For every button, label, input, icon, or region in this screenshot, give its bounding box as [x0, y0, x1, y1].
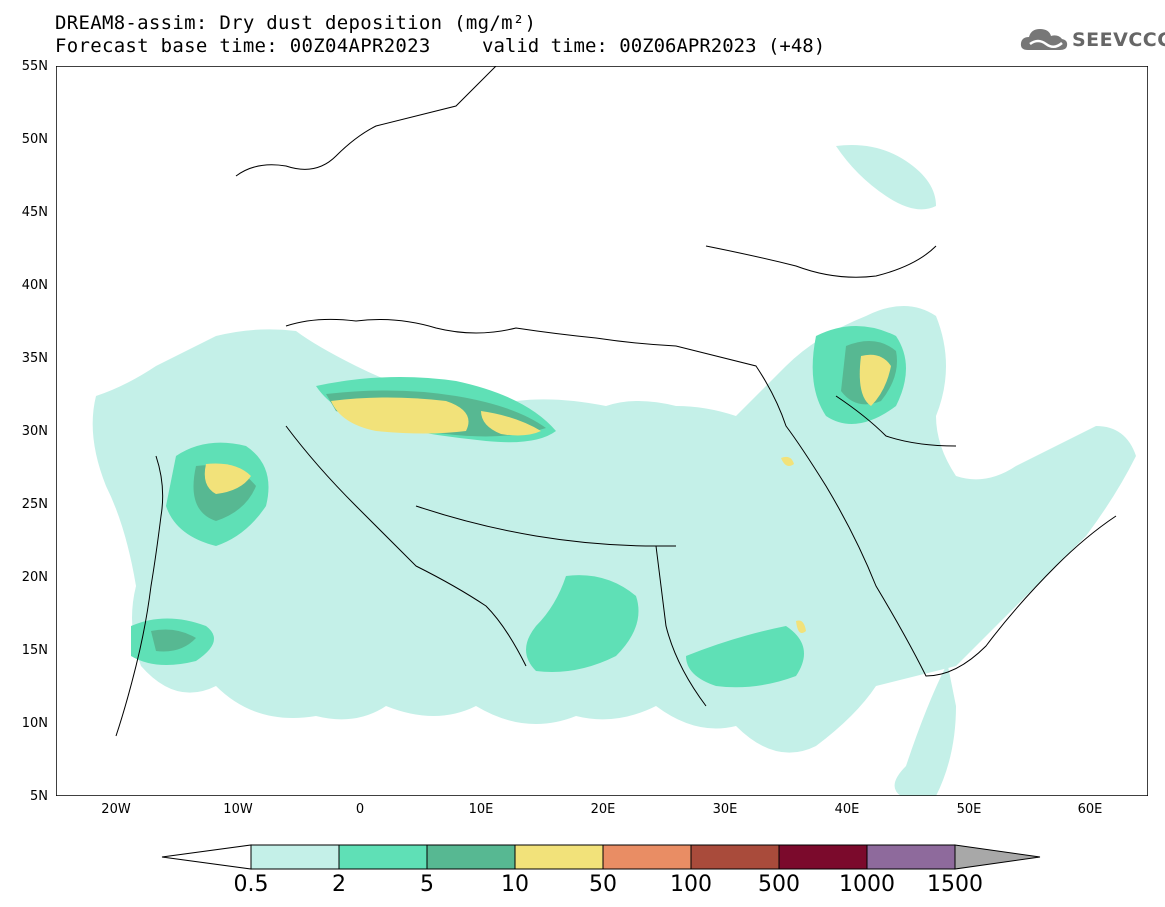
seevccc-logo: SEEVCCC [1018, 24, 1165, 58]
colorbar-low-arrow [161, 844, 252, 870]
colorbar-bin [602, 844, 692, 870]
colorbar-bin [690, 844, 780, 870]
lat-tick-label: 40N [21, 278, 48, 293]
lon-tick-label: 50E [956, 802, 982, 817]
map-title: DREAM8-assim: Dry dust deposition (mg/m²… [55, 12, 537, 34]
colorbar-label: 1500 [927, 872, 983, 897]
colorbar-label: 1000 [839, 872, 895, 897]
forecast-base-time: Forecast base time: 00Z04APR2023 [55, 35, 431, 57]
colorbar-bin [338, 844, 428, 870]
lat-tick-label: 10N [21, 716, 48, 731]
dust-fields [92, 145, 1137, 796]
colorbar-label: 10 [501, 872, 529, 897]
lon-tick-label: 10E [468, 802, 494, 817]
lat-tick-label: 15N [21, 643, 48, 658]
colorbar-bin [426, 844, 516, 870]
colorbar-label: 500 [758, 872, 800, 897]
lat-tick-label: 35N [21, 351, 48, 366]
lat-tick-label: 50N [21, 132, 48, 147]
colorbar-high-arrow [954, 844, 1041, 870]
lon-tick-label: 20E [590, 802, 616, 817]
lon-tick-label: 0 [355, 802, 365, 817]
lon-tick-label: 30E [712, 802, 738, 817]
colorbar-bin [514, 844, 604, 870]
colorbar-bin [866, 844, 956, 870]
colorbar-label: 0.5 [233, 872, 269, 897]
lon-tick-label: 60E [1077, 802, 1103, 817]
colorbar-label: 5 [420, 872, 434, 897]
lon-tick-label: 40E [834, 802, 860, 817]
lat-tick-label: 55N [21, 59, 48, 74]
colorbar-label: 50 [589, 872, 617, 897]
lat-tick-label: 45N [21, 205, 48, 220]
colorbar-label: 2 [332, 872, 346, 897]
colorbar-bin [250, 844, 340, 870]
lon-tick-label: 20W [101, 802, 131, 817]
colorbar-bin [778, 844, 868, 870]
lat-tick-label: 5N [30, 789, 48, 804]
lon-tick-label: 10W [223, 802, 253, 817]
lat-tick-label: 30N [21, 424, 48, 439]
logo-text: SEEVCCC [1072, 29, 1165, 51]
lat-tick-label: 25N [21, 497, 48, 512]
lat-tick-label: 20N [21, 570, 48, 585]
colorbar [161, 844, 1041, 870]
cloud-icon [1020, 29, 1068, 50]
valid-time: valid time: 00Z06APR2023 (+48) [482, 35, 826, 57]
coastlines-borders [115, 66, 1117, 737]
colorbar-label: 100 [670, 872, 712, 897]
dust-map [56, 66, 1148, 796]
